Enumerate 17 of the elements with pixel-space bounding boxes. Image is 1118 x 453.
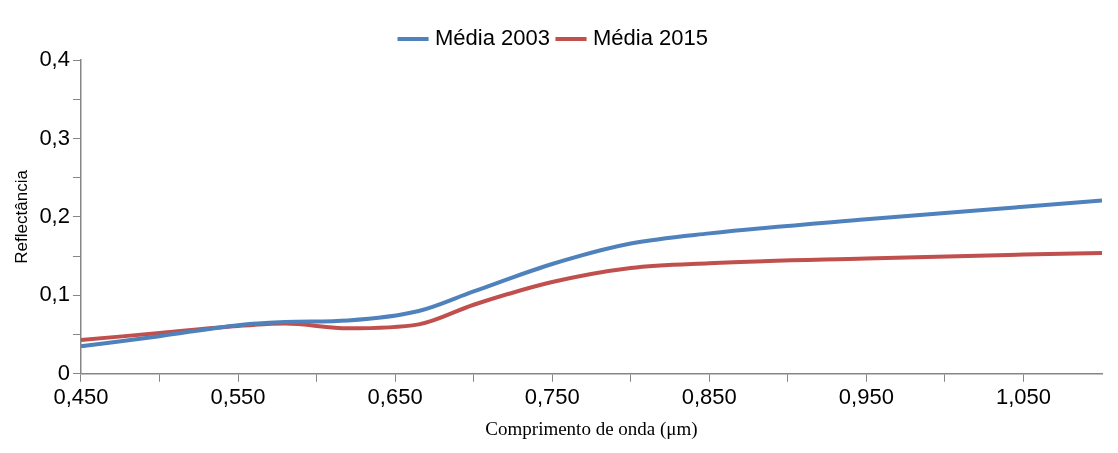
y-tick-label: 0,3: [39, 124, 70, 150]
y-tick-label: 0,2: [39, 202, 70, 228]
y-tick-label: 0: [57, 359, 70, 385]
x-tick-label: 0,650: [367, 384, 423, 410]
x-tick-label: 0,550: [210, 384, 266, 410]
line-series: [80, 198, 1102, 349]
x-tick-label: 0,950: [838, 384, 894, 410]
y-axis-title: Reflectância: [11, 169, 31, 264]
legend-label: Média 2015: [593, 25, 708, 51]
y-tick-label: 0,1: [39, 281, 70, 307]
x-tick-label: 0,450: [53, 384, 109, 410]
x-tick-label: 0,750: [524, 384, 580, 410]
y-tick-label: 0,4: [39, 46, 70, 72]
x-axis-title: Comprimento de onda (μm): [485, 417, 698, 440]
x-tick-label: 0,850: [681, 384, 737, 410]
legend-label: Média 2003: [435, 25, 551, 51]
x-tick-label: 1,050: [995, 384, 1051, 410]
